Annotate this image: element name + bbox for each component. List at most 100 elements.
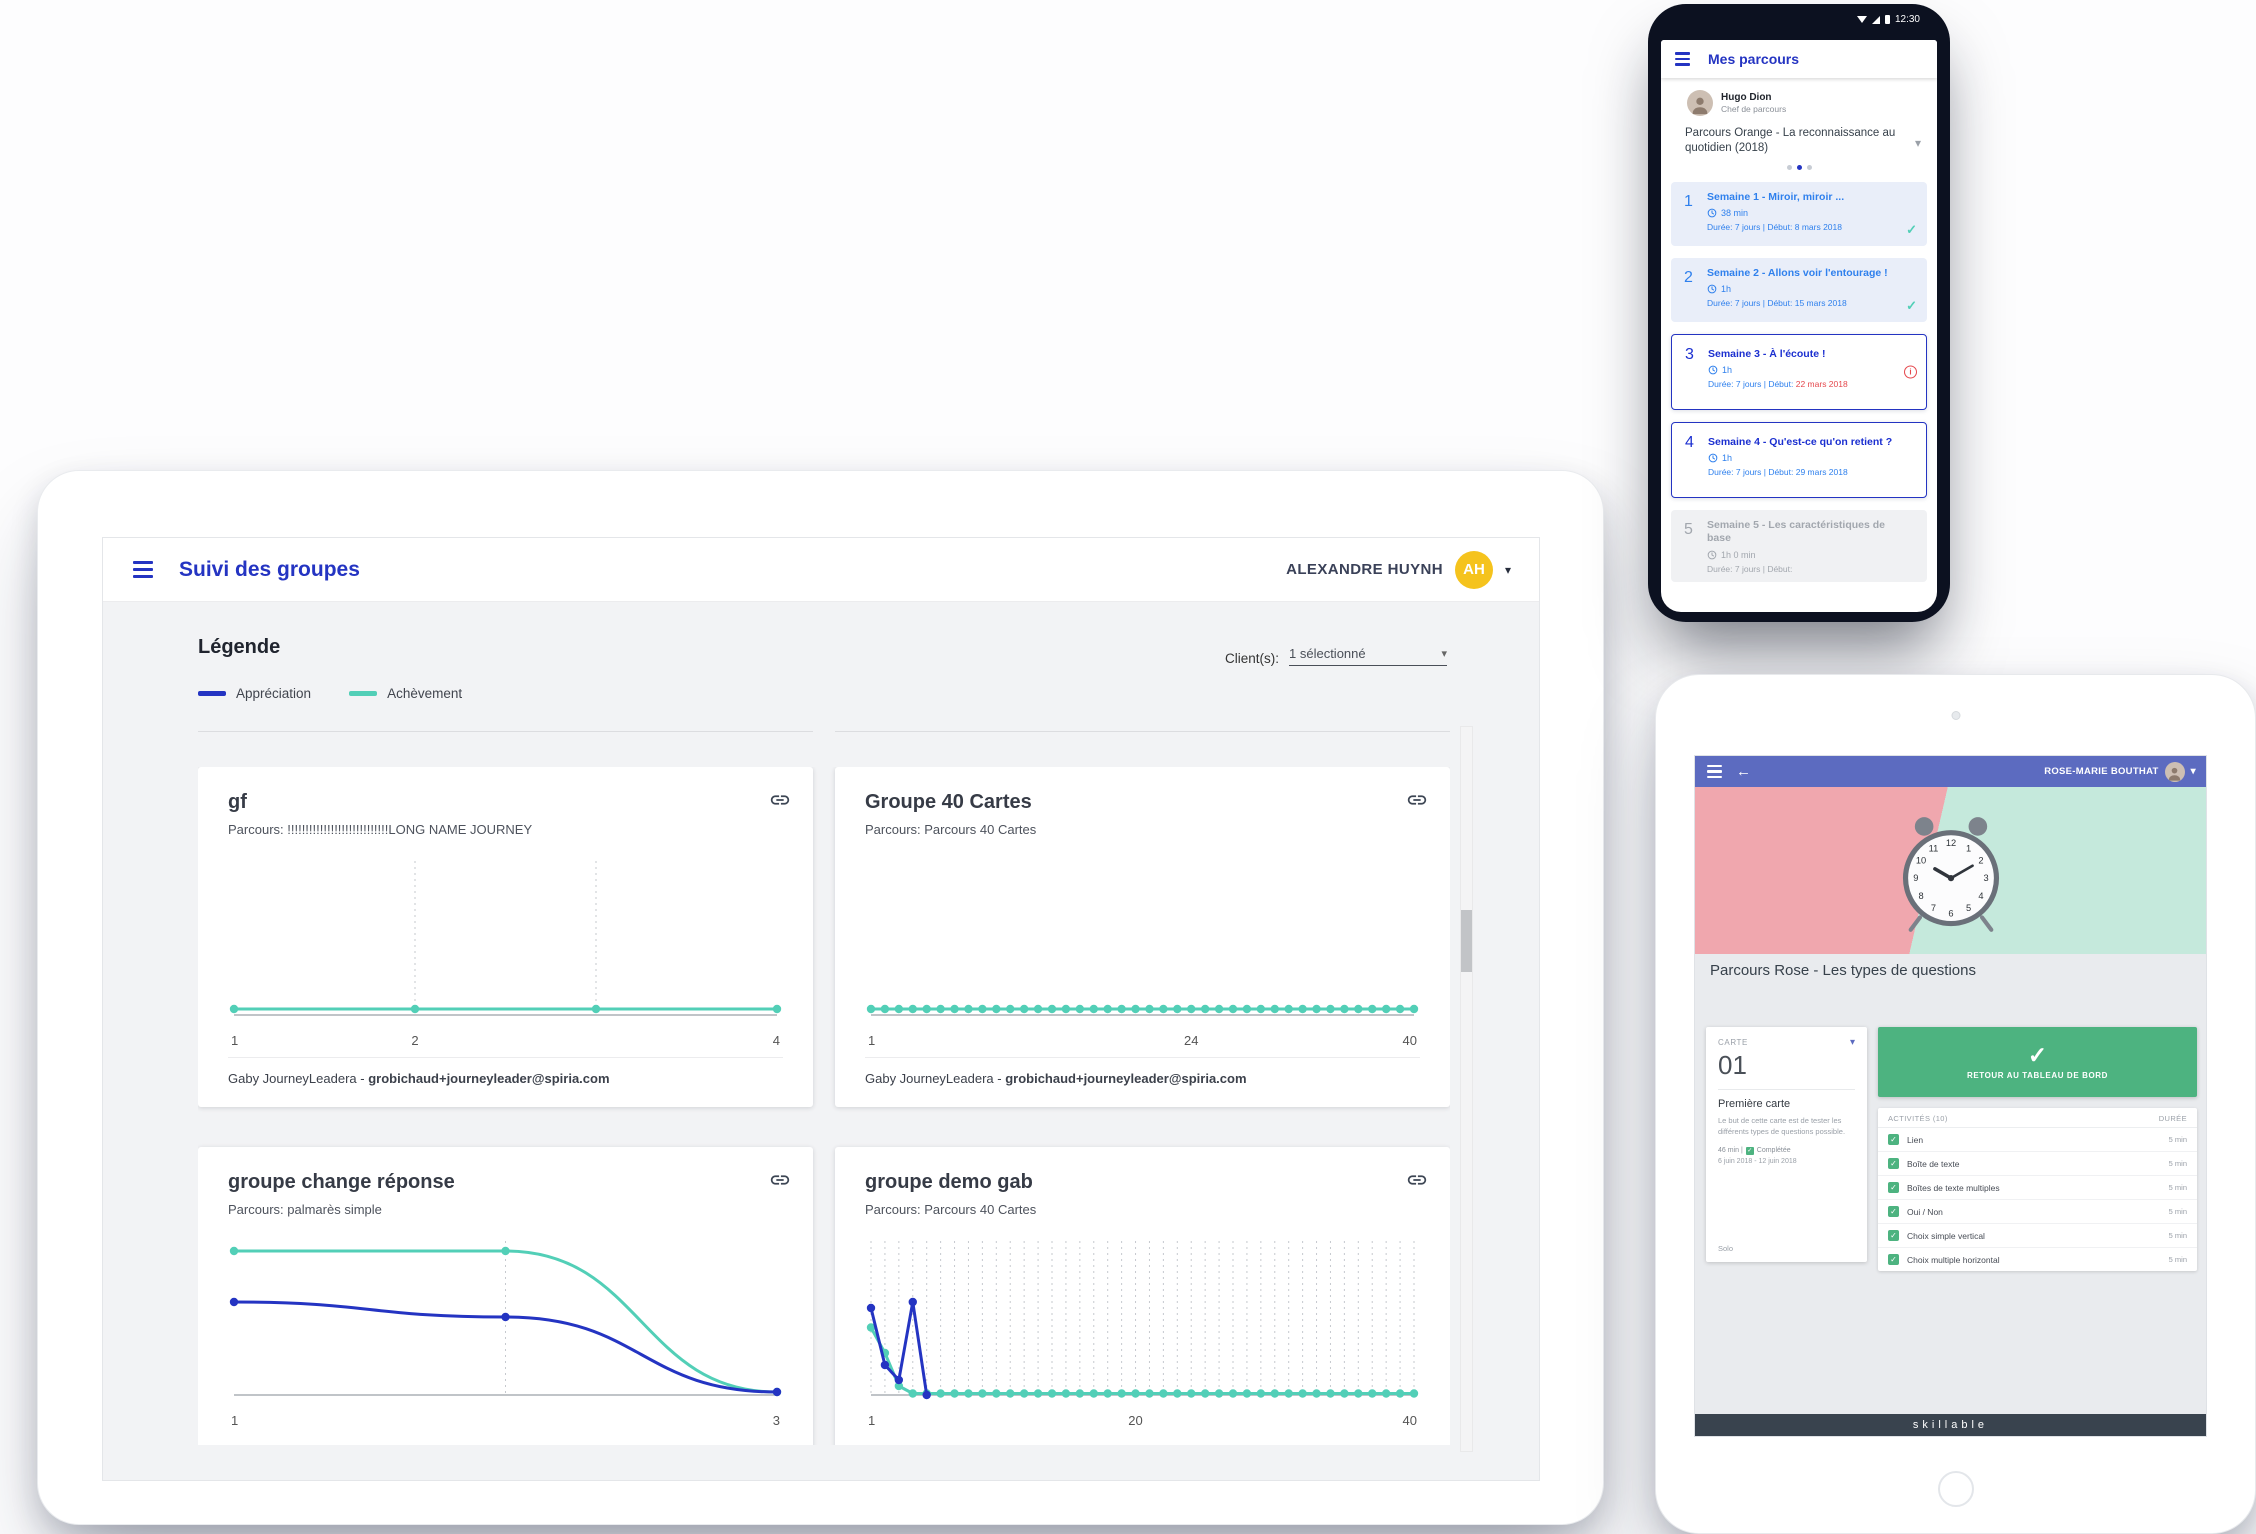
- user-name: ROSE-MARIE BOUTHAT: [2044, 766, 2159, 777]
- week-meta: Durée: 7 jours | Début: 8 mars 2018: [1707, 222, 1842, 233]
- group-card-title: groupe demo gab: [865, 1171, 1033, 1193]
- checked-checkbox-icon[interactable]: ✓: [1888, 1158, 1899, 1169]
- menu-icon[interactable]: [1675, 52, 1690, 66]
- activity-row[interactable]: ✓ Lien 5 min: [1878, 1128, 2197, 1152]
- chevron-down-icon[interactable]: ▾: [1849, 1037, 1855, 1048]
- svg-text:4: 4: [1978, 891, 1983, 901]
- legend-heading: Légende: [198, 636, 281, 658]
- check-icon: ✓: [1906, 298, 1917, 314]
- activities-table: ACTIVITÉS (10) DURÉE ✓ Lien 5 min ✓ Boît…: [1878, 1108, 2197, 1271]
- svg-text:3: 3: [1983, 873, 1988, 883]
- week-number: 3: [1685, 346, 1694, 364]
- group-card: groupe demo gab Parcours: Parcours 40 Ca…: [835, 1147, 1450, 1445]
- device-phone: 12:30 Mes parcours Hugo Dion Chef de par…: [1648, 4, 1950, 622]
- activity-label: Boîte de texte: [1907, 1158, 1960, 1169]
- profile-name: Hugo Dion: [1721, 92, 1772, 103]
- legend-item: Achèvement: [349, 686, 462, 701]
- phone-title: Mes parcours: [1708, 51, 1800, 67]
- week-start-date: 29 mars 2018: [1795, 467, 1848, 478]
- svg-text:1: 1: [1965, 843, 1970, 853]
- activity-row[interactable]: ✓ Choix multiple horizontal 5 min: [1878, 1248, 2197, 1271]
- week-duration-text: 1h: [1722, 365, 1733, 376]
- brand-bar: skillable: [1695, 1414, 2206, 1436]
- device-tablet-dashboard: Suivi des groupes ALEXANDRE HUYNH AH ▾ L…: [37, 470, 1604, 1525]
- checked-checkbox-icon[interactable]: ✓: [1888, 1254, 1899, 1265]
- pagination-dots[interactable]: [1661, 165, 1937, 171]
- week-item[interactable]: 4 Semaine 4 - Qu'est-ce qu'on retient ? …: [1671, 422, 1927, 499]
- leader-name: Gaby JourneyLeadera -: [865, 1071, 1006, 1086]
- link-icon[interactable]: [769, 789, 791, 816]
- clock-icon: [1707, 285, 1717, 294]
- checked-checkbox-icon[interactable]: ✓: [1888, 1182, 1899, 1193]
- week-item[interactable]: 2 Semaine 2 - Allons voir l'entourage ! …: [1671, 258, 1927, 323]
- group-chart: 1 20 40: [866, 1241, 1419, 1428]
- back-arrow-icon[interactable]: ←: [1736, 763, 1751, 780]
- alert-info-icon[interactable]: i: [1904, 365, 1917, 379]
- week-title: Semaine 3 - À l'écoute !: [1708, 348, 1826, 361]
- activities-rows: ✓ Lien 5 min ✓ Boîte de texte 5 min ✓ Bo…: [1878, 1128, 2197, 1271]
- legend-color-bar: [349, 691, 378, 696]
- avatar: [1687, 90, 1713, 116]
- course-title: Parcours Rose - Les types de questions: [1710, 962, 1976, 979]
- group-card-subtitle: Parcours: !!!!!!!!!!!!!!!!!!!!!!!!!!!!LO…: [228, 822, 533, 837]
- back-to-dashboard-button[interactable]: ✓ RETOUR AU TABLEAU DE BORD: [1878, 1027, 2197, 1097]
- menu-icon[interactable]: [1707, 764, 1722, 779]
- dashboard-content: Légende Appréciation Achèvement Client(s…: [103, 602, 1539, 1480]
- scrollbar[interactable]: [1460, 726, 1473, 1452]
- svg-text:2: 2: [1978, 855, 1983, 865]
- wifi-icon: [1856, 16, 1867, 23]
- activity-row[interactable]: ✓ Choix simple vertical 5 min: [1878, 1224, 2197, 1248]
- scrollbar-thumb[interactable]: [1461, 910, 1472, 972]
- svg-text:6: 6: [1948, 908, 1953, 918]
- week-item[interactable]: 5 Semaine 5 - Les caractéristiques de ba…: [1671, 510, 1927, 582]
- link-icon[interactable]: [769, 1169, 791, 1196]
- home-button[interactable]: [1937, 1471, 1974, 1507]
- week-item[interactable]: 3 Semaine 3 - À l'écoute ! 1h Durée: 7 j…: [1671, 334, 1927, 411]
- activity-label: Choix multiple horizontal: [1907, 1254, 2000, 1265]
- svg-text:1: 1: [231, 1413, 238, 1428]
- journey-selector[interactable]: Parcours Orange - La reconnaissance au q…: [1685, 126, 1921, 156]
- svg-text:1: 1: [868, 1413, 875, 1428]
- week-title: Semaine 2 - Allons voir l'entourage !: [1707, 267, 1888, 280]
- week-meta: Durée: 7 jours | Début: 29 mars 2018: [1708, 467, 1848, 478]
- status-time: 12:30: [1894, 14, 1920, 25]
- group-chart: 1 24 40: [866, 1004, 1419, 1048]
- svg-text:40: 40: [1403, 1413, 1417, 1428]
- group-card-subtitle: Parcours: Parcours 40 Cartes: [865, 1202, 1037, 1217]
- chevron-down-icon: ▾: [2190, 766, 2196, 777]
- svg-text:11: 11: [1928, 843, 1938, 853]
- avatar: [2164, 761, 2185, 782]
- week-item[interactable]: 1 Semaine 1 - Miroir, miroir ... 38 min …: [1671, 182, 1927, 247]
- week-duration: 1h: [1708, 453, 1896, 463]
- link-icon[interactable]: [1406, 789, 1428, 816]
- svg-text:24: 24: [1184, 1033, 1198, 1048]
- check-icon: ✓: [1745, 1146, 1754, 1155]
- activity-row[interactable]: ✓ Boîte de texte 5 min: [1878, 1152, 2197, 1176]
- activity-row[interactable]: ✓ Boîtes de texte multiples 5 min: [1878, 1176, 2197, 1200]
- weeks-list: 1 Semaine 1 - Miroir, miroir ... 38 min …: [1661, 182, 1937, 582]
- checked-checkbox-icon[interactable]: ✓: [1888, 1206, 1899, 1217]
- checked-checkbox-icon[interactable]: ✓: [1888, 1230, 1899, 1241]
- activity-duration: 5 min: [2168, 1255, 2187, 1264]
- checked-checkbox-icon[interactable]: ✓: [1888, 1134, 1899, 1145]
- user-menu[interactable]: ALEXANDRE HUYNH AH ▾: [1286, 550, 1511, 589]
- profile: Hugo Dion Chef de parcours: [1687, 90, 1937, 116]
- activity-row[interactable]: ✓ Oui / Non 5 min: [1878, 1200, 2197, 1224]
- week-duration-text: 1h: [1721, 284, 1732, 295]
- activity-duration: 5 min: [2168, 1231, 2187, 1240]
- week-title: Semaine 4 - Qu'est-ce qu'on retient ?: [1708, 436, 1893, 449]
- activity-duration: 5 min: [2168, 1159, 2187, 1168]
- user-menu[interactable]: ROSE-MARIE BOUTHAT ▾: [2044, 761, 2196, 782]
- menu-icon[interactable]: [133, 561, 153, 578]
- week-number: 5: [1684, 521, 1693, 539]
- svg-text:9: 9: [1913, 873, 1918, 883]
- card-name: Première carte: [1718, 1098, 1791, 1110]
- phone-screen: Mes parcours Hugo Dion Chef de parcours …: [1661, 40, 1937, 612]
- svg-text:1: 1: [868, 1033, 875, 1048]
- chevron-down-icon: ▾: [1504, 562, 1511, 577]
- week-meta: Durée: 7 jours | Début:: [1707, 563, 1793, 574]
- link-icon[interactable]: [1406, 1169, 1428, 1196]
- client-select[interactable]: 1 sélectionné ▾: [1289, 646, 1447, 666]
- clock-icon: [1708, 454, 1718, 463]
